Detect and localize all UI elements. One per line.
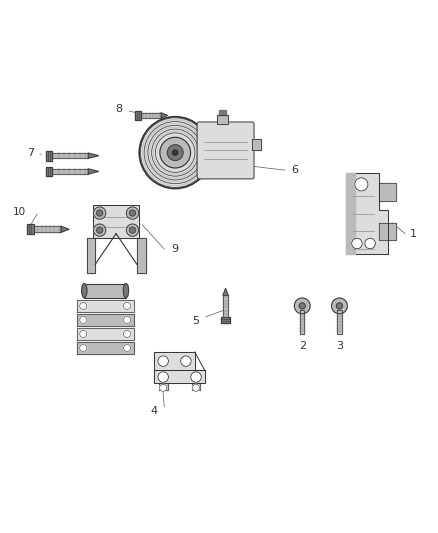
Circle shape xyxy=(139,117,211,189)
Polygon shape xyxy=(154,370,205,383)
Circle shape xyxy=(158,356,168,366)
Circle shape xyxy=(94,207,106,219)
Circle shape xyxy=(191,372,201,382)
Text: 8: 8 xyxy=(116,104,123,114)
Circle shape xyxy=(94,224,106,236)
Polygon shape xyxy=(346,173,355,254)
Polygon shape xyxy=(87,238,95,273)
Polygon shape xyxy=(77,314,134,326)
Polygon shape xyxy=(77,342,134,354)
Circle shape xyxy=(80,330,87,337)
Text: 10: 10 xyxy=(13,207,26,217)
Circle shape xyxy=(96,227,102,233)
Circle shape xyxy=(173,150,178,155)
Circle shape xyxy=(126,207,138,219)
Polygon shape xyxy=(217,115,228,124)
Polygon shape xyxy=(77,328,134,340)
Circle shape xyxy=(130,227,136,233)
Circle shape xyxy=(80,344,87,351)
Circle shape xyxy=(124,344,131,351)
Polygon shape xyxy=(137,238,145,273)
Circle shape xyxy=(352,238,362,249)
Polygon shape xyxy=(300,310,304,334)
Polygon shape xyxy=(135,110,141,120)
Polygon shape xyxy=(46,167,52,176)
Ellipse shape xyxy=(81,284,87,297)
Circle shape xyxy=(130,210,136,216)
Polygon shape xyxy=(223,288,228,295)
Circle shape xyxy=(355,178,368,191)
Polygon shape xyxy=(337,310,342,334)
Polygon shape xyxy=(46,169,88,174)
Circle shape xyxy=(124,330,131,337)
Polygon shape xyxy=(219,110,226,115)
Circle shape xyxy=(336,303,343,309)
Polygon shape xyxy=(223,295,228,324)
Circle shape xyxy=(158,372,168,382)
Circle shape xyxy=(80,302,87,310)
Polygon shape xyxy=(46,153,88,158)
Polygon shape xyxy=(77,300,134,312)
Circle shape xyxy=(126,224,138,236)
Circle shape xyxy=(365,238,375,249)
Text: 5: 5 xyxy=(192,316,199,326)
Text: 1: 1 xyxy=(410,229,417,239)
Circle shape xyxy=(159,384,166,391)
Text: 2: 2 xyxy=(299,341,306,351)
Polygon shape xyxy=(93,205,139,238)
Polygon shape xyxy=(27,224,33,234)
Circle shape xyxy=(192,384,199,391)
Polygon shape xyxy=(161,113,167,118)
Polygon shape xyxy=(84,284,126,297)
Polygon shape xyxy=(159,383,167,391)
Polygon shape xyxy=(46,151,52,160)
Text: 3: 3 xyxy=(336,341,343,351)
Polygon shape xyxy=(27,226,60,232)
Circle shape xyxy=(332,298,347,314)
Polygon shape xyxy=(88,153,99,158)
Circle shape xyxy=(80,317,87,324)
Text: 9: 9 xyxy=(171,244,178,254)
Circle shape xyxy=(124,302,131,310)
Circle shape xyxy=(294,298,310,314)
Polygon shape xyxy=(221,317,230,324)
Polygon shape xyxy=(154,352,194,370)
Circle shape xyxy=(96,210,102,216)
Polygon shape xyxy=(379,183,396,201)
Ellipse shape xyxy=(124,284,129,297)
Circle shape xyxy=(124,317,131,324)
Circle shape xyxy=(299,303,305,309)
Polygon shape xyxy=(88,169,99,174)
FancyBboxPatch shape xyxy=(197,122,254,179)
Polygon shape xyxy=(346,173,388,254)
Circle shape xyxy=(160,138,191,168)
Polygon shape xyxy=(252,140,261,150)
Text: 4: 4 xyxy=(151,406,158,416)
Polygon shape xyxy=(191,383,200,391)
Text: 7: 7 xyxy=(27,148,34,158)
Text: 6: 6 xyxy=(291,165,298,175)
Polygon shape xyxy=(135,113,161,118)
Polygon shape xyxy=(379,223,396,240)
Polygon shape xyxy=(60,226,69,232)
Circle shape xyxy=(167,145,183,160)
Circle shape xyxy=(180,356,191,366)
